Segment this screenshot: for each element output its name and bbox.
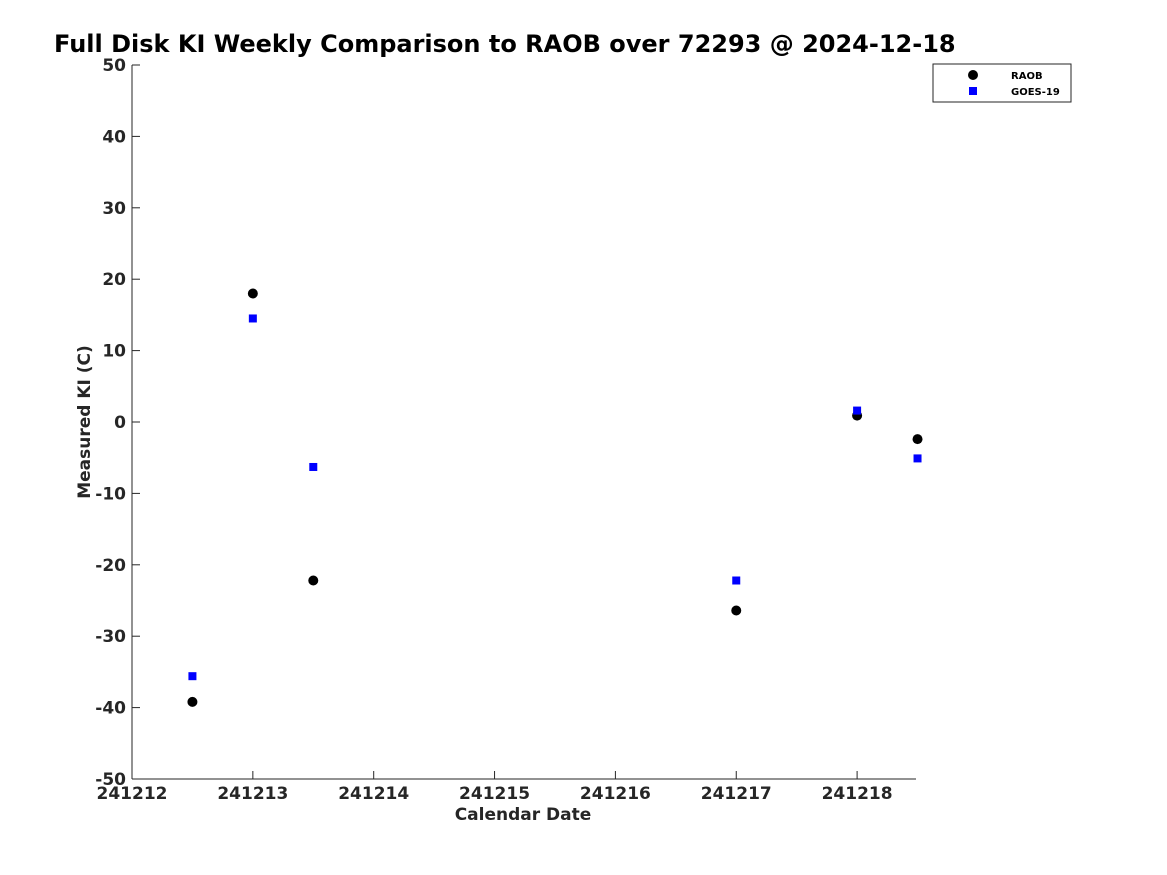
y-tick-label: 10 (102, 342, 126, 362)
x-tick-label: 241215 (459, 784, 530, 804)
goes-19-point (248, 314, 257, 323)
legend-goes-19-marker (969, 87, 977, 95)
y-tick-label: 40 (102, 127, 126, 147)
y-tick-label: -50 (95, 770, 126, 790)
legend-entry-label: RAOB (1011, 71, 1043, 82)
x-tick-label: 241217 (701, 784, 772, 804)
raob-point (731, 605, 742, 616)
goes-19-point (188, 672, 197, 681)
y-tick-label: -10 (95, 484, 126, 504)
x-tick-label: 241212 (97, 784, 168, 804)
goes-19-point (853, 406, 862, 415)
y-tick-label: -40 (95, 699, 126, 719)
y-tick-label: 30 (102, 199, 126, 219)
y-axis-ticks: 50 40 30 20 10 0 -10 -20 -30 -40 -50 (95, 56, 140, 790)
x-tick-label: 241213 (217, 784, 288, 804)
y-tick-label: 20 (102, 270, 126, 290)
raob-point (308, 575, 319, 586)
y-tick-label: -30 (95, 627, 126, 647)
raob-point (912, 434, 923, 445)
legend: RAOB GOES-19 (932, 63, 1072, 103)
y-axis-label: Measured KI (C) (75, 345, 95, 499)
chart-title: Full Disk KI Weekly Comparison to RAOB o… (54, 30, 956, 58)
data-points (187, 288, 923, 707)
legend-raob-marker (968, 70, 978, 80)
plot-axes (131, 65, 916, 780)
x-axis-label: Calendar Date (455, 805, 592, 825)
x-tick-label: 241218 (822, 784, 893, 804)
y-tick-label: 50 (102, 56, 126, 76)
legend-box (932, 63, 1072, 103)
goes-19-point (309, 462, 318, 471)
goes-19-point (913, 454, 922, 463)
y-tick-label: -20 (95, 556, 126, 576)
x-axis-ticks: 241212 241213 241214 241215 241216 241217 2412… (97, 771, 893, 804)
goes-19-point (732, 576, 741, 585)
legend-entry-label: GOES-19 (1011, 87, 1060, 98)
y-tick-label: 0 (114, 413, 126, 433)
x-tick-label: 241216 (580, 784, 651, 804)
raob-point (187, 696, 198, 707)
x-tick-label: 241214 (338, 784, 409, 804)
raob-point (247, 288, 258, 299)
